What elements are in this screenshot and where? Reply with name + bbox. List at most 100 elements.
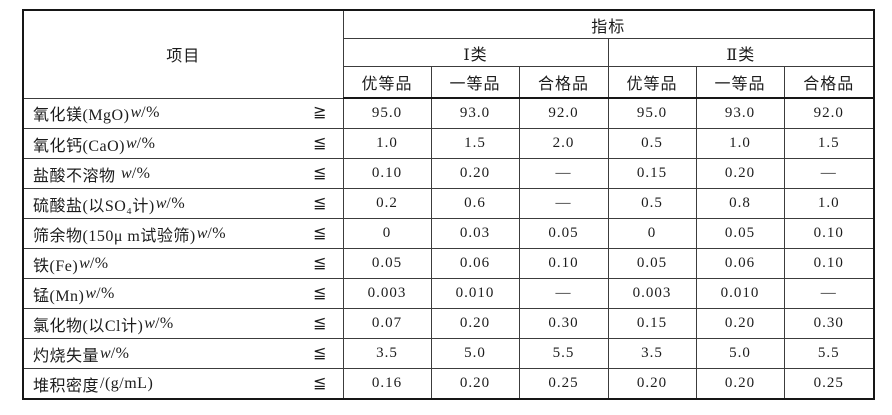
value-cell: 0.20 [695, 308, 785, 339]
value-cell: 93.0 [430, 97, 520, 129]
unit-text: /(g/mL) [100, 374, 154, 392]
row-label-cell: 锰(Mn) w/% ≦ [22, 278, 344, 309]
unit-symbol-w: w [126, 134, 137, 152]
comparison-symbol: ≦ [313, 344, 327, 362]
row-label: 筛余物(150μ m试验筛) [33, 227, 196, 245]
grade-header-premium: 优等品 [607, 66, 697, 99]
unit-symbol-w: w [196, 224, 208, 242]
value-cell: 0.5 [607, 128, 697, 159]
value-cell: — [783, 278, 875, 309]
row-label-cell: 铁(Fe) w/% ≦ [22, 248, 344, 279]
value-cell: 5.5 [783, 338, 875, 369]
table-row: 筛余物(150μ m试验筛) w/% ≦ 0 0.03 0.05 0 0.05 0… [22, 218, 875, 249]
row-label-cell: 硫酸盐(以SO₄计) w/% ≦ [22, 188, 344, 219]
value-cell: — [518, 188, 609, 219]
row-label: 铁(Fe) [33, 257, 79, 275]
value-cell: 0.15 [607, 308, 697, 339]
value-cell: 5.0 [430, 338, 520, 369]
class1-header: Ⅰ类 [342, 38, 609, 67]
comparison-symbol: ≦ [313, 164, 327, 182]
value-cell: 0.30 [783, 308, 875, 339]
value-cell: 0.10 [783, 218, 875, 249]
row-label-cell: 氧化钙(CaO) w/% ≦ [22, 128, 344, 159]
unit-symbol-w: w [155, 194, 167, 212]
value-cell: 0.20 [430, 368, 520, 400]
value-cell: 0.8 [695, 188, 785, 219]
grade-header-qualified: 合格品 [518, 66, 609, 99]
unit-text: /% [89, 254, 109, 272]
row-label: 盐酸不溶物 [33, 167, 121, 185]
value-cell: 0.20 [430, 158, 520, 189]
value-cell: 0 [607, 218, 697, 249]
value-cell: 0.20 [607, 368, 697, 400]
value-cell: 0.20 [695, 368, 785, 400]
value-cell: 0.5 [607, 188, 697, 219]
unit-text: /% [131, 164, 151, 182]
unit-text: /% [110, 344, 130, 362]
value-cell: 0.10 [783, 248, 875, 279]
comparison-symbol: ≦ [313, 224, 327, 242]
value-cell: 0.25 [518, 368, 609, 400]
value-cell: 0.20 [695, 158, 785, 189]
table-row: 灼烧失量 w/% ≦ 3.5 5.0 5.5 3.5 5.0 5.5 [22, 338, 875, 369]
value-cell: 0.6 [430, 188, 520, 219]
row-label-cell: 氯化物(以Cl计) w/% ≦ [22, 308, 344, 339]
row-label: 硫酸盐(以SO₄计) [33, 197, 155, 215]
value-cell: 1.0 [342, 128, 432, 159]
grade-header-premium: 优等品 [342, 66, 432, 99]
row-label: 堆积密度 [33, 377, 100, 395]
value-cell: — [518, 158, 609, 189]
unit-text: /% [154, 314, 174, 332]
unit-symbol-w: w [121, 164, 132, 182]
row-label-cell: 筛余物(150μ m试验筛) w/% ≦ [22, 218, 344, 249]
value-cell: 93.0 [695, 97, 785, 129]
value-cell: 2.0 [518, 128, 609, 159]
table-row: 氯化物(以Cl计) w/% ≦ 0.07 0.20 0.30 0.15 0.20 … [22, 308, 875, 339]
value-cell: 1.5 [430, 128, 520, 159]
table-row: 铁(Fe) w/% ≦ 0.05 0.06 0.10 0.05 0.06 0.10 [22, 248, 875, 279]
grade-header-first: 一等品 [430, 66, 520, 99]
value-cell: 92.0 [783, 97, 875, 129]
spec-table: 项目 指标 Ⅰ类 Ⅱ类 优等品 一等品 合格品 优等品 一等品 合格品 氧化镁(… [22, 9, 876, 400]
row-label-cell: 灼烧失量 w/% ≦ [22, 338, 344, 369]
value-cell: 0.10 [342, 158, 432, 189]
value-cell: 0.06 [430, 248, 520, 279]
value-cell: 1.0 [783, 188, 875, 219]
unit-text: /% [96, 284, 115, 302]
unit-text: /% [207, 224, 227, 242]
unit-symbol-w: w [100, 344, 111, 362]
class2-header: Ⅱ类 [607, 38, 875, 67]
comparison-symbol: ≦ [313, 374, 327, 392]
value-cell: 95.0 [342, 97, 432, 129]
value-cell: 5.5 [518, 338, 609, 369]
value-cell: 0.25 [783, 368, 875, 400]
table-row: 氧化钙(CaO) w/% ≦ 1.0 1.5 2.0 0.5 1.0 1.5 [22, 128, 875, 159]
row-label-cell: 氧化镁(MgO) w/% ≧ [22, 97, 344, 129]
value-cell: 0.20 [430, 308, 520, 339]
row-label-cell: 堆积密度/(g/mL) ≦ [22, 368, 344, 400]
item-column-header: 项目 [22, 9, 344, 99]
table-row: 硫酸盐(以SO₄计) w/% ≦ 0.2 0.6 — 0.5 0.8 1.0 [22, 188, 875, 219]
row-label: 灼烧失量 [33, 347, 100, 365]
value-cell: 1.5 [783, 128, 875, 159]
table-row: 盐酸不溶物 w/% ≦ 0.10 0.20 — 0.15 0.20 — [22, 158, 875, 189]
value-cell: 0.15 [607, 158, 697, 189]
header-row-class: Ⅰ类 Ⅱ类 [23, 38, 875, 67]
value-cell: 0.2 [342, 188, 432, 219]
value-cell: 0.05 [607, 248, 697, 279]
table-row: 锰(Mn) w/% ≦ 0.003 0.010 — 0.003 0.010 — [22, 278, 875, 309]
value-cell: 0.06 [695, 248, 785, 279]
unit-text: /% [136, 134, 156, 152]
value-cell: 0 [342, 218, 432, 249]
unit-text: /% [141, 104, 160, 122]
comparison-symbol: ≦ [313, 194, 327, 212]
table-row: 堆积密度/(g/mL) ≦ 0.16 0.20 0.25 0.20 0.20 0… [22, 368, 875, 400]
header-row-indicator: 项目 指标 [22, 9, 875, 99]
unit-symbol-w: w [79, 254, 90, 272]
unit-symbol-w: w [85, 284, 97, 302]
value-cell: 5.0 [695, 338, 785, 369]
value-cell: 0.10 [518, 248, 609, 279]
row-label: 锰(Mn) [33, 287, 85, 305]
unit-text: /% [166, 194, 186, 212]
value-cell: 0.003 [342, 278, 432, 309]
